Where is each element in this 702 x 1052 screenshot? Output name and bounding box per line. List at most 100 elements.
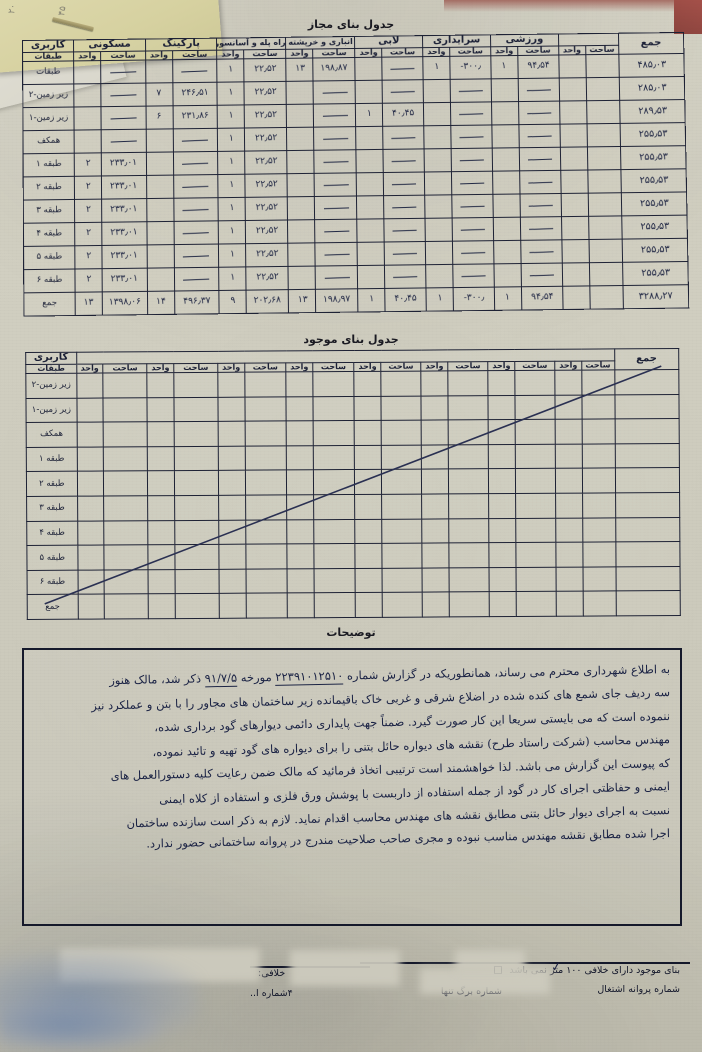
subheader-area: ساحت [173,362,218,373]
header-total: جمع [618,32,684,55]
cell-area [173,396,219,422]
cell-unit [421,444,449,470]
unit-suffix: متر [549,965,564,976]
cell-unit: ۱ [218,197,246,221]
cell-unit: ۶ [145,105,173,130]
cell-unit [493,240,521,264]
cell-area [174,421,219,447]
cell-area [103,397,148,423]
cell-unit [421,395,449,421]
cell-unit [560,169,588,194]
cell-unit [219,568,246,594]
cell-unit [146,128,174,153]
existing-violation-label: بنای موجود دارای خلافی [584,965,680,976]
cell-area [585,77,620,101]
cell-area [582,517,616,543]
cell-area [587,192,622,217]
cell-area [586,146,621,170]
cell-unit [562,262,590,287]
cell-unit [488,444,516,469]
cell-unit [489,591,517,617]
cell-area: ۲۲٫۵۲ [244,104,287,128]
row-label: طبقه ۲ [26,471,78,497]
cell-total: ۲۵۵٫۵۳ [619,122,686,147]
cell-unit [355,57,383,81]
cell-area: ۲۳۳٫۰۱ [102,244,148,269]
cell-area [452,217,494,242]
redaction-blur [420,968,550,994]
cell-area [515,517,557,543]
row-label: طبقه ۶ [23,268,76,293]
cell-unit [147,267,175,292]
cell-unit: ۲ [74,152,102,177]
cell-total: ۲۵۵٫۵۳ [621,238,688,263]
notes-box[interactable]: به اطلاع شهرداری محترم می رساند، همانطور… [22,648,682,926]
subheader-unit: واحد [421,361,448,371]
cell-unit [559,100,587,125]
cell-unit [561,239,589,263]
cell-unit [148,569,176,595]
cell-unit: ۱۴ [147,290,175,315]
cell-area [245,494,288,520]
cell-unit: ۷ [145,82,173,107]
cell-area [174,519,219,545]
cell-area: ۲۲٫۵۲ [245,196,288,221]
cell-area [312,395,355,421]
cell-unit [286,80,314,105]
cell-area [582,443,616,469]
cell-area [173,151,219,175]
cell-unit [286,420,314,446]
row-label: همکف [22,129,75,154]
cell-unit [421,469,449,495]
cell-area [174,446,219,471]
subheader-area: ساحت [447,361,489,371]
cell-area: ۲۳۱٫۸۶ [172,105,218,129]
cell-total [614,369,679,395]
cell-area [517,77,560,102]
cell-area [514,370,556,396]
subheader-unit: واحد [354,361,381,372]
cell-unit: ۱ [218,243,247,268]
cell-unit: ۱ [217,81,245,106]
subheader-unit: واحد [422,46,450,57]
cell-area [516,591,557,617]
cell-area [312,420,355,446]
cell-unit [286,103,314,128]
cell-area: ۱۹۸٫۹۷ [315,288,359,313]
cell-unit [354,469,382,495]
cell-area [451,194,494,218]
cell-unit [555,443,583,469]
cell-area [381,469,422,495]
cell-area [173,243,220,268]
row-label: جمع [23,292,76,317]
cell-area: ۲۲٫۵۲ [245,173,288,198]
cell-unit [488,370,515,396]
row-label: طبقه ۵ [23,245,76,270]
cell-area [245,519,288,545]
cell-unit [286,127,315,151]
cell-unit: ۹ [219,290,247,314]
cell-area [312,371,355,397]
cell-total [615,566,681,592]
cell-unit: ۱ [423,56,451,80]
cell-area: ۲۳۳٫۰۱ [102,268,148,292]
cell-unit [76,397,104,423]
cell-area [103,372,148,398]
cell-area [450,101,492,126]
cell-unit [286,470,314,495]
row-label: طبقه ۶ [27,569,78,595]
cell-unit [355,543,383,569]
cell-area: ۲۲٫۵۲ [246,266,289,291]
cell-unit [77,569,105,595]
cell-unit [424,148,452,172]
cell-unit [558,54,586,78]
cell-area [245,568,288,594]
cell-unit [423,79,451,103]
cell-area [380,370,422,396]
header-usage-parking: پارکینگ [145,38,218,51]
cell-area [518,124,561,148]
cell-area: ۱۹۸٫۸۷ [313,57,356,81]
employment-permit-label: شماره پروانه اشتغال [597,984,680,995]
row-label: طبقه ۳ [23,199,75,224]
cell-unit [218,421,245,447]
